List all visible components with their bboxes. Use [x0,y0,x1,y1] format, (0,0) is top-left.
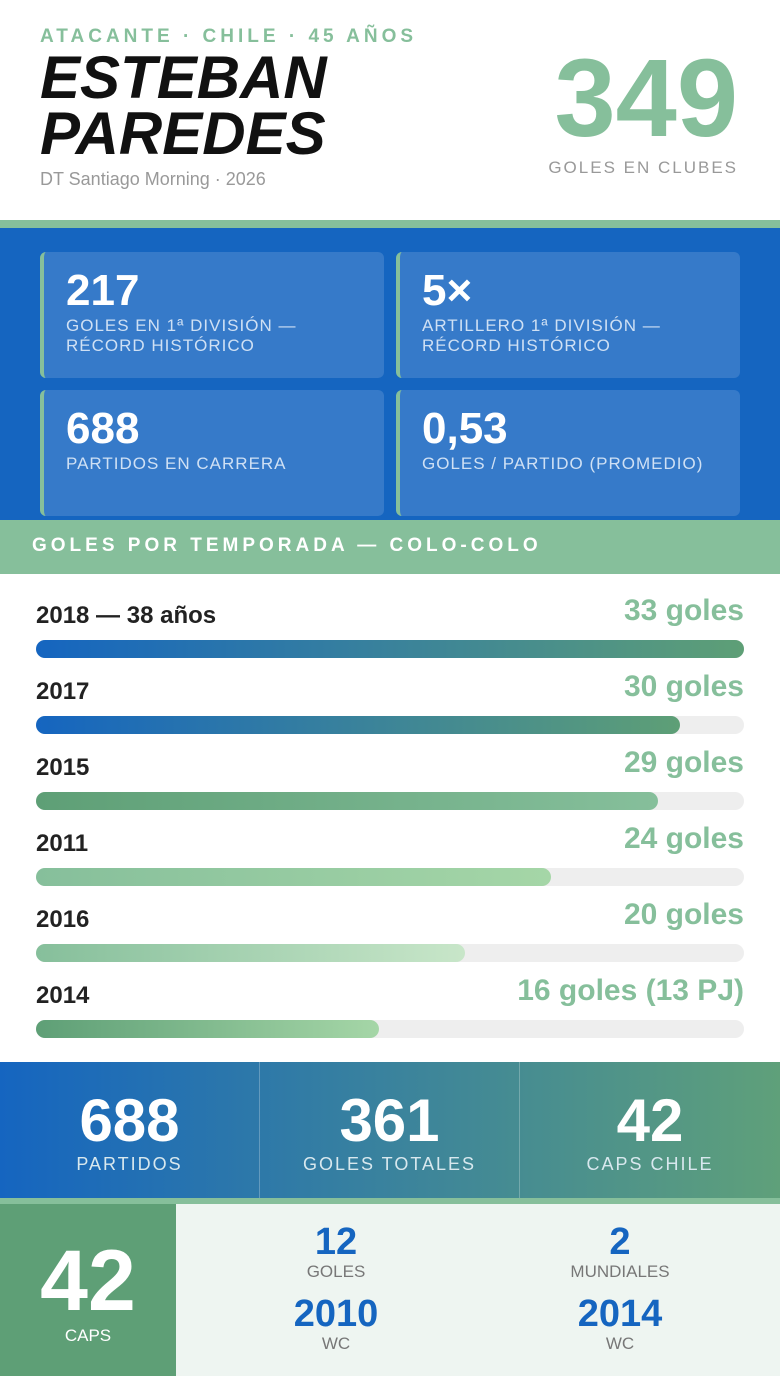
season-row: 2016 20 goles [36,878,744,962]
stat-label: PARTIDOS EN CARRERA [66,454,287,473]
season-label: 2017 [36,678,90,705]
season-label: 2018 — 38 años [36,602,217,629]
national-value: 2010 [293,1293,379,1335]
season-value: 20 goles [623,898,744,931]
season-row: 2015 29 goles [36,726,744,810]
bar-track [36,640,744,658]
national-label: MUNDIALES [570,1262,670,1281]
bar [36,1020,380,1038]
caps-label: CAPS [64,1326,112,1345]
subtitle: DT Santiago Morning · 2026 [40,169,266,189]
stat-value: 5× [422,266,473,315]
national-label: WC [321,1334,351,1353]
total-cell: 688 PARTIDOS [0,1062,260,1198]
season-label: 2015 [36,754,90,781]
season-value: 33 goles [623,594,744,627]
kicker: ATACANTE · CHILE · 45 AÑOS [40,26,418,47]
bar [36,868,551,886]
season-row: 2018 — 38 años 33 goles [36,574,744,658]
divider [0,1198,780,1204]
stat-card: 217 GOLES EN 1ª DIVISIÓN — RÉCORD HISTÓRI… [40,252,384,378]
bar-track [36,716,744,734]
national-label: GOLES [306,1262,366,1281]
name-line: PAREDES [40,100,326,167]
stat-label: ARTILLERO 1ª DIVISIÓN — RÉCORD HISTÓRICO [422,316,661,355]
big-value: 349 [554,37,738,160]
national-label: WC [605,1334,635,1353]
national-value: 12 [314,1221,358,1263]
caps-value: 42 [40,1233,136,1329]
divider [0,220,780,228]
totals-panel: 688 PARTIDOS 361 GOLES TOTALES 42 CAPS CHILE [0,1062,780,1198]
season-value: 29 goles [623,746,744,779]
stat-card: 5× ARTILLERO 1ª DIVISIÓN — RÉCORD HISTÓRI… [396,252,740,378]
stat-card: 688 PARTIDOS EN CARRERA [40,390,384,516]
national-item: 2 MUNDIALES [470,1222,770,1282]
bar [36,716,680,734]
bar [36,792,659,810]
season-row: 2011 24 goles [36,802,744,886]
national-value: 2014 [577,1293,663,1335]
national-item: 2010 WC [186,1294,486,1354]
bar-track [36,944,744,962]
total-value: 688 [79,1087,180,1154]
season-chart: 2018 — 38 años 33 goles 2017 30 goles 2015 29… [0,574,780,1062]
player-name: ESTEBAN PAREDES [40,44,460,167]
bar-track [36,792,744,810]
total-cell: 42 CAPS CHILE [520,1062,780,1198]
total-label: PARTIDOS [76,1154,183,1174]
bar [36,944,466,962]
season-label: 2016 [36,906,90,933]
stat-label: GOLES / PARTIDO (PROMEDIO) [422,454,704,473]
season-row: 2014 16 goles (13 PJ) [36,954,744,1038]
national-item: 12 GOLES [186,1222,486,1282]
season-value: 16 goles (13 PJ) [517,974,744,1007]
stat-value: 217 [66,266,140,315]
season-label: 2011 [36,830,89,857]
national-value: 2 [609,1221,631,1263]
season-value: 30 goles [623,670,744,703]
stat-value: 688 [66,404,140,453]
bar-track [36,868,744,886]
total-value: 42 [616,1087,684,1154]
bar [36,640,744,658]
caps-box: 42 CAPS [0,1204,176,1376]
national-item: 2014 WC [470,1294,770,1354]
stat-value: 0,53 [422,404,508,453]
total-value: 361 [339,1087,440,1154]
bar-track [36,1020,744,1038]
section-title: GOLES POR TEMPORADA — COLO-COLO [0,520,780,574]
national-panel: 12 GOLES 2 MUNDIALES 2010 WC 2014 WC [176,1204,780,1376]
stat-label: GOLES EN 1ª DIVISIÓN — RÉCORD HISTÓRICO [66,316,297,355]
total-label: CAPS CHILE [586,1154,714,1174]
season-row: 2017 30 goles [36,650,744,734]
season-value: 24 goles [623,822,744,855]
name-line: ESTEBAN [40,44,327,111]
total-label: GOLES TOTALES [302,1154,477,1174]
total-cell: 361 GOLES TOTALES [260,1062,520,1198]
stats-panel: 217 GOLES EN 1ª DIVISIÓN — RÉCORD HISTÓRI… [0,228,780,520]
big-label: GOLES EN CLUBES [548,158,738,177]
season-label: 2014 [36,982,90,1009]
stat-card: 0,53 GOLES / PARTIDO (PROMEDIO) [396,390,740,516]
